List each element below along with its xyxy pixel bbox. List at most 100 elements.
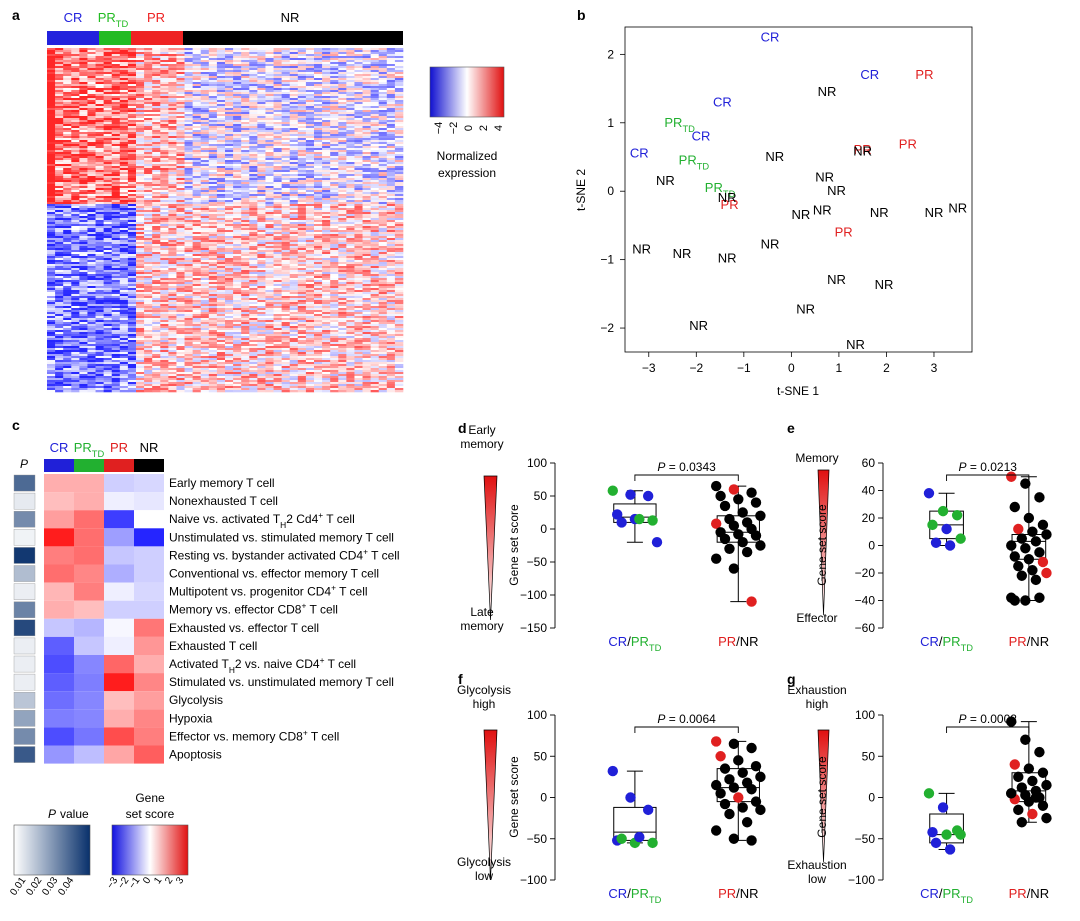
expression-cell	[281, 114, 291, 117]
expression-cell	[168, 66, 177, 69]
expression-cell	[394, 236, 404, 239]
expression-cell	[136, 256, 145, 259]
expression-cell	[386, 92, 396, 95]
expression-cell	[233, 188, 242, 191]
expression-cell	[200, 114, 210, 117]
expression-cell	[362, 144, 371, 147]
expression-cell	[233, 98, 242, 101]
expression-cell	[225, 256, 234, 259]
expression-cell	[119, 248, 129, 251]
expression-cell	[233, 150, 242, 153]
expression-cell	[79, 52, 88, 55]
expression-cell	[216, 202, 226, 205]
expression-cell	[281, 156, 291, 159]
expression-cell	[305, 232, 315, 235]
expression-cell	[103, 174, 113, 177]
expression-cell	[216, 186, 226, 189]
expression-cell	[192, 130, 202, 133]
expression-cell	[47, 172, 56, 175]
expression-cell	[127, 230, 137, 233]
expression-cell	[160, 224, 169, 227]
expression-cell	[71, 138, 80, 141]
expression-cell	[168, 56, 177, 59]
expression-cell	[47, 102, 56, 105]
expression-cell	[225, 90, 234, 93]
expression-cell	[127, 80, 137, 83]
expression-cell	[289, 126, 299, 129]
expression-cell	[176, 178, 185, 181]
expression-cell	[314, 266, 323, 269]
expression-cell	[289, 86, 299, 89]
expression-cell	[136, 252, 145, 255]
expression-cell	[289, 68, 299, 71]
expression-cell	[71, 48, 80, 51]
expression-cell	[322, 54, 331, 57]
expression-cell	[144, 178, 153, 181]
expression-cell	[346, 66, 355, 69]
expression-cell	[136, 62, 145, 65]
expression-cell	[119, 84, 129, 87]
expression-cell	[346, 80, 355, 83]
expression-cell	[305, 48, 315, 51]
expression-cell	[265, 108, 274, 111]
expression-cell	[79, 156, 88, 159]
expression-cell	[265, 256, 274, 259]
expression-cell	[176, 188, 185, 191]
expression-cell	[168, 138, 177, 141]
expression-cell	[370, 156, 380, 159]
expression-cell	[200, 140, 210, 143]
expression-cell	[87, 72, 96, 75]
expression-cell	[233, 260, 242, 263]
expression-cell	[249, 92, 258, 95]
expression-cell	[103, 122, 113, 125]
expression-cell	[305, 250, 315, 253]
expression-cell	[47, 70, 56, 73]
expression-cell	[225, 236, 234, 239]
expression-cell	[47, 248, 56, 251]
expression-cell	[200, 146, 210, 149]
expression-cell	[362, 246, 371, 249]
expression-cell	[297, 116, 307, 119]
expression-cell	[144, 184, 153, 187]
expression-cell	[249, 120, 258, 123]
expression-cell	[160, 196, 169, 199]
expression-cell	[144, 230, 153, 233]
expression-cell	[330, 242, 339, 245]
expression-cell	[362, 196, 371, 199]
expression-cell	[257, 232, 266, 235]
expression-cell	[79, 132, 88, 135]
expression-cell	[119, 110, 129, 113]
expression-cell	[241, 80, 250, 83]
expression-cell	[216, 194, 226, 197]
expression-cell	[168, 80, 177, 83]
expression-cell	[160, 264, 169, 267]
expression-cell	[184, 154, 193, 157]
expression-heatmap	[47, 48, 404, 393]
expression-cell	[200, 100, 210, 103]
expression-cell	[289, 56, 299, 59]
expression-cell	[127, 156, 137, 159]
expression-cell	[249, 256, 258, 259]
expression-cell	[378, 80, 388, 83]
expression-cell	[192, 66, 202, 69]
expression-cell	[200, 96, 210, 99]
expression-cell	[95, 98, 104, 101]
expression-cell	[103, 260, 113, 263]
expression-cell	[184, 182, 193, 185]
expression-cell	[378, 240, 388, 243]
expression-cell	[79, 90, 88, 93]
expression-cell	[322, 188, 331, 191]
expression-cell	[257, 128, 266, 131]
expression-cell	[265, 214, 274, 217]
expression-cell	[281, 242, 291, 245]
expression-cell	[265, 198, 274, 201]
expression-cell	[168, 220, 177, 223]
expression-cell	[168, 182, 177, 185]
expression-cell	[249, 232, 258, 235]
expression-cell	[79, 112, 88, 115]
expression-cell	[322, 112, 331, 115]
expression-cell	[184, 126, 193, 129]
expression-cell	[127, 64, 137, 67]
expression-cell	[111, 72, 121, 75]
expression-cell	[330, 118, 339, 121]
